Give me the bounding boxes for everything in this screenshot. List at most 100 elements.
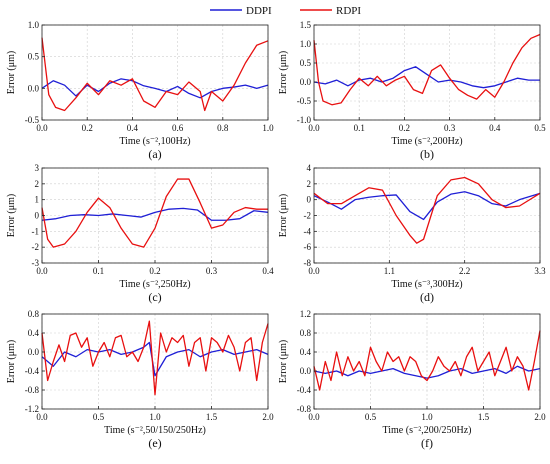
x-tick-label: 0.3 bbox=[206, 266, 218, 276]
legend-label-rdpi: RDPI bbox=[336, 5, 361, 17]
x-tick-label: 1.0 bbox=[421, 412, 433, 422]
y-tick-label: 0.5 bbox=[28, 52, 40, 62]
chart-panel-2: 0.0 0.1 0.2 0.3 0.4 0.5 -1.0 -0.5 0.0 0.5 1.0 1.5 Ti… bbox=[278, 20, 546, 161]
x-axis-label: Time (s⁻²,50/150/250Hz) bbox=[104, 425, 206, 436]
series-line-rdpi bbox=[41, 320, 269, 396]
y-tick-label: -0.8 bbox=[25, 385, 40, 395]
y-axis-label: Error (μm) bbox=[6, 51, 17, 94]
y-tick-label: 2 bbox=[307, 179, 312, 189]
x-axis-label: Time (s⁻²,200/250Hz) bbox=[382, 425, 471, 436]
y-tick-label: 0.0 bbox=[300, 366, 312, 376]
series-line-rdpi bbox=[41, 178, 268, 248]
x-tick-label: 0.2 bbox=[82, 123, 93, 133]
x-axis-label: Time (s⁻²,200Hz) bbox=[391, 136, 462, 147]
y-tick-label: -1.0 bbox=[297, 115, 312, 125]
x-tick-label: 1.1 bbox=[384, 266, 395, 276]
x-tick-label: 0.0 bbox=[36, 266, 48, 276]
x-tick-label: 0.0 bbox=[36, 123, 48, 133]
y-axis-label: Error (μm) bbox=[278, 194, 289, 237]
y-tick-label: 4 bbox=[307, 163, 312, 173]
series-line-ddpi bbox=[313, 191, 541, 221]
x-tick-label: 0.1 bbox=[354, 123, 365, 133]
y-axis-label: Error (μm) bbox=[6, 340, 17, 383]
plot-frame bbox=[313, 24, 541, 121]
x-tick-label: 0.0 bbox=[36, 412, 48, 422]
panel-label: (e) bbox=[148, 436, 161, 450]
y-tick-label: -6 bbox=[304, 242, 312, 252]
y-tick-label: 1 bbox=[35, 195, 40, 205]
x-tick-label: 0.0 bbox=[308, 266, 320, 276]
x-tick-label: 0.0 bbox=[308, 412, 320, 422]
x-tick-label: 0.2 bbox=[149, 266, 160, 276]
x-tick-label: 1.5 bbox=[206, 412, 218, 422]
y-tick-label: -8 bbox=[304, 258, 312, 268]
series-line-rdpi bbox=[41, 37, 269, 112]
y-tick-label: -0.4 bbox=[297, 385, 312, 395]
panel-label: (d) bbox=[420, 290, 434, 304]
x-tick-label: 2.0 bbox=[262, 412, 274, 422]
plot-frame bbox=[41, 24, 269, 121]
x-tick-label: 0.6 bbox=[172, 123, 184, 133]
x-tick-label: 0.5 bbox=[93, 412, 105, 422]
y-tick-label: -2 bbox=[304, 211, 312, 221]
x-tick-label: 0.1 bbox=[93, 266, 104, 276]
y-tick-label: -3 bbox=[32, 258, 40, 268]
x-tick-label: 1.5 bbox=[478, 412, 490, 422]
y-tick-label: 0.4 bbox=[300, 347, 312, 357]
y-tick-label: -4 bbox=[304, 226, 312, 236]
panel-label: (a) bbox=[148, 147, 161, 161]
x-tick-label: 0.0 bbox=[308, 123, 320, 133]
x-tick-label: 2.0 bbox=[534, 412, 546, 422]
y-tick-label: 0 bbox=[307, 195, 312, 205]
y-tick-label: -1 bbox=[32, 226, 40, 236]
y-axis-label: Error (μm) bbox=[6, 194, 17, 237]
y-tick-label: 0.0 bbox=[28, 347, 40, 357]
y-tick-label: 0.8 bbox=[28, 309, 40, 319]
y-tick-label: 1.0 bbox=[28, 20, 40, 30]
y-tick-label: 1.0 bbox=[300, 39, 312, 49]
x-tick-label: 0.5 bbox=[534, 123, 546, 133]
y-tick-label: -0.4 bbox=[25, 366, 40, 376]
y-axis-label: Error (μm) bbox=[278, 51, 289, 94]
y-tick-label: -1.2 bbox=[25, 404, 39, 414]
x-tick-label: 1.0 bbox=[149, 412, 161, 422]
series-line-rdpi bbox=[313, 33, 541, 106]
y-tick-label: -0.5 bbox=[25, 115, 40, 125]
series-line-rdpi bbox=[313, 330, 541, 391]
y-tick-label: 0 bbox=[35, 211, 40, 221]
y-tick-label: 0.5 bbox=[300, 58, 312, 68]
chart-panel-3: 0.0 0.1 0.2 0.3 0.4 -3 -2 -1 0 1 2 3 Time (s⁻²,250Hz… bbox=[6, 163, 274, 304]
x-axis-label: Time (s⁻³,300Hz) bbox=[391, 279, 462, 290]
x-axis-label: Time (s⁻²,100Hz) bbox=[119, 136, 190, 147]
y-tick-label: 3 bbox=[35, 163, 40, 173]
chart-panel-6: 0.0 0.5 1.0 1.5 2.0 -0.8 -0.4 0.0 0.4 0.8 1.2 Time … bbox=[278, 309, 546, 450]
series-line-ddpi bbox=[41, 207, 269, 221]
panel-label: (b) bbox=[420, 147, 434, 161]
y-tick-label: 0.4 bbox=[28, 328, 40, 338]
y-tick-label: -0.8 bbox=[297, 404, 312, 414]
chart-panel-5: 0.0 0.5 1.0 1.5 2.0 -1.2 -0.8 -0.4 0.0 0.4 0.8 Time… bbox=[6, 309, 274, 450]
series-line-rdpi bbox=[313, 176, 541, 244]
y-axis-label: Error (μm) bbox=[278, 340, 289, 383]
panel-label: (c) bbox=[148, 290, 161, 304]
y-tick-label: 0.0 bbox=[300, 77, 312, 87]
x-tick-label: 2.2 bbox=[459, 266, 470, 276]
x-tick-label: 0.4 bbox=[489, 123, 501, 133]
legend: DDPI RDPI bbox=[210, 5, 361, 17]
x-tick-label: 0.8 bbox=[217, 123, 229, 133]
x-tick-label: 0.3 bbox=[444, 123, 456, 133]
x-tick-label: 0.5 bbox=[365, 412, 377, 422]
legend-label-ddpi: DDPI bbox=[246, 5, 272, 17]
x-tick-label: 1.0 bbox=[262, 123, 274, 133]
x-tick-label: 0.4 bbox=[262, 266, 274, 276]
y-tick-label: -0.5 bbox=[297, 96, 312, 106]
panel-label: (f) bbox=[421, 436, 433, 450]
x-axis-label: Time (s⁻²,250Hz) bbox=[119, 279, 190, 290]
series-line-ddpi bbox=[313, 365, 541, 379]
x-tick-label: 0.4 bbox=[127, 123, 139, 133]
x-tick-label: 3.3 bbox=[534, 266, 546, 276]
y-tick-label: 1.2 bbox=[300, 309, 311, 319]
